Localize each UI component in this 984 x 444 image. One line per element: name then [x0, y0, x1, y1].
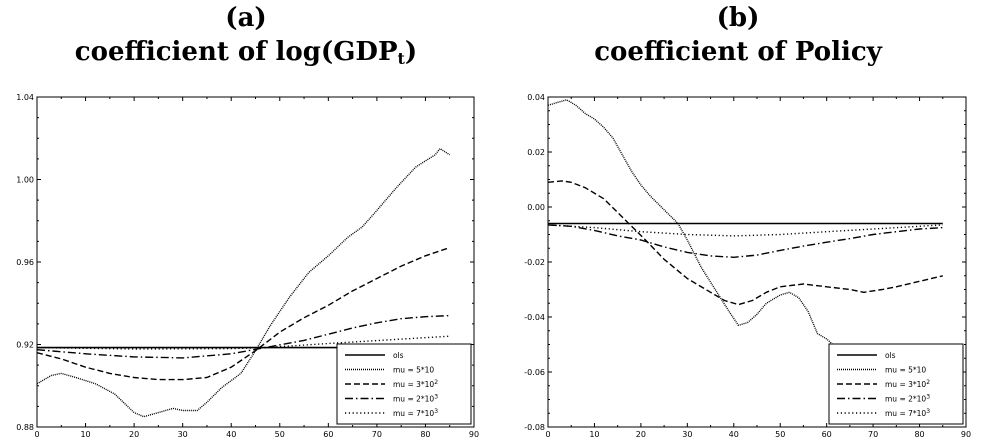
series-line	[36, 335, 450, 350]
legend-label: mu = 3*102	[885, 379, 930, 389]
x-tick-label: 90	[469, 430, 479, 439]
x-tick-label: 10	[589, 430, 599, 439]
x-tick-label: 60	[822, 430, 832, 439]
y-tick-label: 0.88	[16, 423, 34, 432]
series-line	[547, 99, 856, 376]
chart-title-prefix: coefficient of Policy	[594, 37, 882, 67]
panel-b: (b) coefficient of Policy 0 10 20 30 40 50 60 7…	[492, 0, 984, 444]
series-line	[36, 314, 450, 359]
legend-label: mu = 2*103	[885, 394, 930, 404]
legend-label-exponent: 2	[434, 379, 438, 386]
legend-label: ols	[393, 351, 404, 360]
legend-label: mu = 3*102	[393, 379, 438, 389]
y-tick-label: -0.08	[524, 423, 545, 432]
legend-label-exponent: 3	[434, 408, 438, 415]
legend-label: mu = 7*103	[393, 408, 438, 418]
y-tick-label: 0.00	[527, 203, 545, 212]
x-tick-label: 0	[545, 430, 550, 439]
panel-label: (a)	[225, 3, 267, 33]
y-tick-label: 0.02	[527, 148, 545, 157]
chart-title-subscript: t	[397, 49, 405, 68]
x-tick-label: 70	[868, 430, 878, 439]
y-tick-label: 1.00	[16, 176, 34, 185]
y-tick-label: -0.04	[524, 313, 545, 322]
chart-b: 0 10 20 30 40 50 60 70 80 90 -0.08 -0.06 -0.04 -0.02 0…	[524, 93, 971, 439]
x-tick-label: 10	[80, 430, 90, 439]
legend-label: mu = 5*10	[393, 366, 434, 375]
x-tick-label: 60	[323, 430, 333, 439]
x-tick-label: 50	[775, 430, 785, 439]
legend-label: mu = 2*103	[393, 394, 438, 404]
legend-label-exponent: 3	[434, 394, 438, 401]
legend-label: mu = 7*103	[885, 408, 930, 418]
series-line	[547, 180, 943, 306]
legend-label-exponent: 3	[926, 394, 930, 401]
panel-label: (b)	[716, 3, 760, 33]
y-tick-label: 1.04	[16, 93, 34, 102]
x-tick-label: 40	[226, 430, 236, 439]
series-line	[547, 224, 943, 237]
series-line	[36, 147, 451, 418]
legend-label: ols	[885, 351, 896, 360]
legend-label-exponent: 3	[926, 408, 930, 415]
y-tick-label: -0.02	[524, 258, 545, 267]
y-tick-label: 0.96	[16, 258, 34, 267]
chart-title: coefficient of Policy	[492, 34, 984, 77]
x-tick-label: 70	[372, 430, 382, 439]
y-tick-label: 0.04	[527, 93, 545, 102]
y-tick-label: -0.06	[524, 368, 545, 377]
legend-label-exponent: 2	[926, 379, 930, 386]
x-tick-label: 0	[34, 430, 39, 439]
x-tick-label: 20	[636, 430, 646, 439]
x-tick-label: 50	[275, 430, 285, 439]
x-tick-label: 30	[178, 430, 188, 439]
x-tick-label: 80	[914, 430, 924, 439]
series-line	[547, 224, 943, 258]
legend-label: mu = 5*10	[885, 366, 926, 375]
chart-a: 0 10 20 30 40 50 60 70 80 90 0.88 0.92 0.96 1.00 1.04 o…	[16, 93, 479, 439]
panel-a: (a) coefficient of log(GDPt) 0 10 20 30 40 50…	[0, 3, 492, 439]
x-tick-label: 80	[420, 430, 430, 439]
y-tick-label: 0.92	[16, 341, 34, 350]
chart-title: coefficient of log(GDPt)	[0, 34, 492, 77]
x-tick-label: 90	[961, 430, 971, 439]
chart-title-prefix: coefficient of log(GDP	[74, 37, 398, 67]
x-tick-label: 20	[129, 430, 139, 439]
x-tick-label: 30	[682, 430, 692, 439]
x-tick-label: 40	[729, 430, 739, 439]
chart-title-suffix: )	[404, 37, 418, 67]
